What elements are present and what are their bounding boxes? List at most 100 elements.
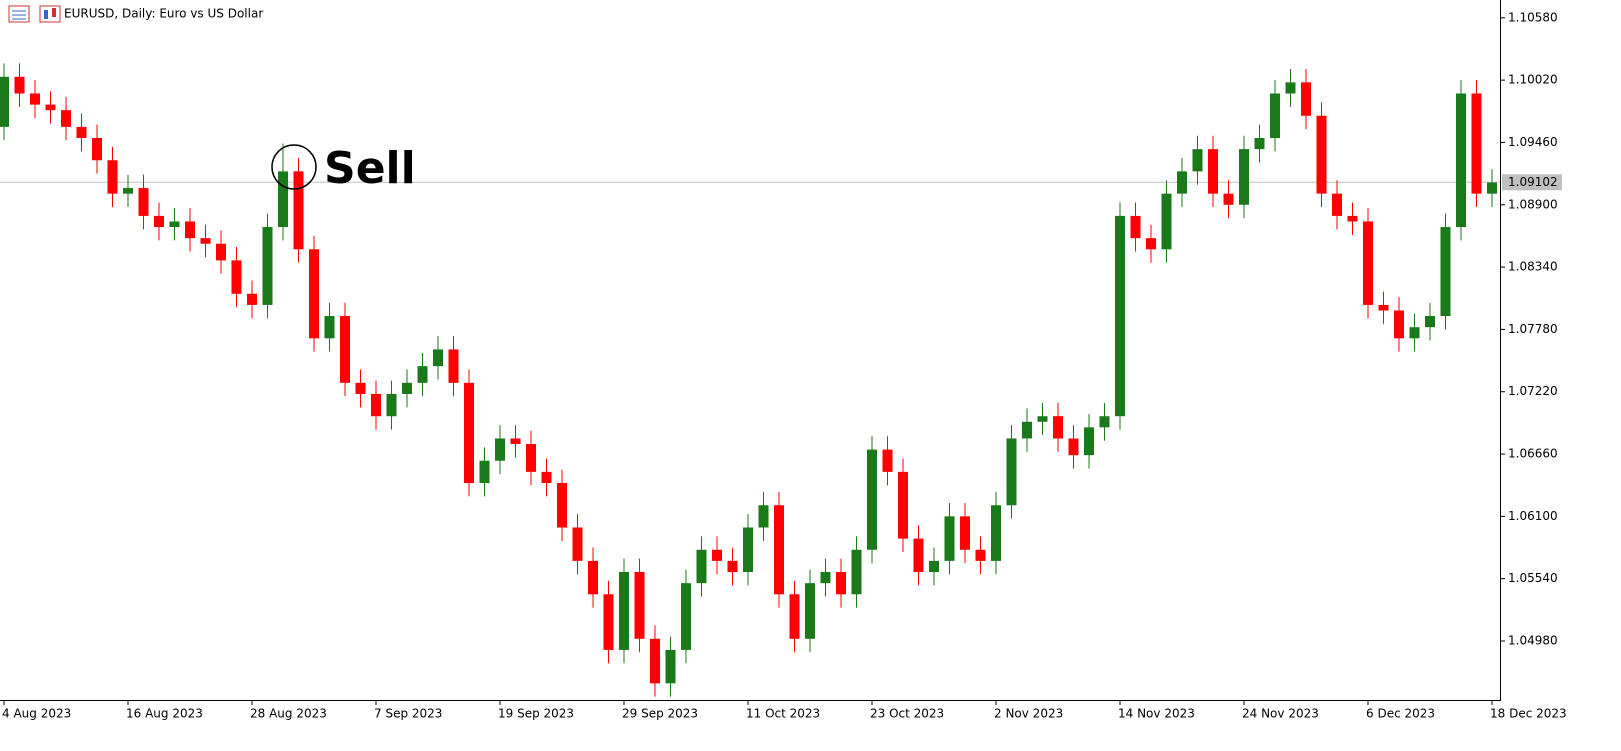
candle-body [1068,438,1079,456]
candle-body [14,76,25,94]
candle-body [526,444,536,472]
x-tick-label: 16 Aug 2023 [126,707,203,721]
candle-body [712,549,722,561]
candle-body [433,349,443,367]
icon [52,8,56,17]
candle-body [185,221,195,239]
candle-body [293,171,304,250]
candle-body [1084,427,1094,456]
x-tick-label: 6 Dec 2023 [1366,707,1435,721]
candle-body [1208,149,1218,194]
candle-body [1487,182,1497,194]
candle-body [1347,215,1358,222]
candle-body [1378,304,1389,311]
candle-body [1425,316,1435,328]
annotation: Sell [324,143,416,194]
x-tick-label: 29 Sep 2023 [622,707,698,721]
candle-body [123,188,133,194]
candle-body [1177,171,1187,194]
candle-body [650,638,660,684]
candle-body [727,560,738,573]
candle-body [1332,193,1342,216]
candle-body [619,572,629,650]
candle-body [1022,421,1032,439]
candle-body [216,243,226,261]
candle-body [417,366,428,383]
candle-body [789,594,800,639]
candle-body [1223,193,1234,205]
candle-body [309,249,319,339]
candle-body [882,449,893,472]
candle-body [324,316,335,339]
candle-body [836,572,846,595]
candle-body [1409,327,1420,339]
candle-body [944,516,955,561]
candle-body [154,215,164,228]
y-tick-label: 1.08900 [1508,197,1558,211]
candle-body [665,649,676,684]
candle-body [76,126,87,138]
candle-body [1146,238,1156,250]
candle-body [1130,215,1141,239]
candle-body [1161,193,1172,250]
header-icons [8,5,61,23]
candle-body [355,382,366,394]
y-tick-label: 1.07780 [1508,322,1558,336]
current-price-label: 1.09102 [1508,175,1558,189]
y-tick-label: 1.08340 [1508,260,1558,274]
candle-body [1006,438,1017,506]
y-tick-label: 1.06660 [1508,447,1558,461]
candle-body [510,438,521,445]
candle-body [1099,416,1110,428]
candle-body [169,221,180,228]
plot-area [0,63,1500,697]
x-tick-label: 14 Nov 2023 [1118,707,1195,721]
x-tick-label: 18 Dec 2023 [1490,707,1567,721]
candle-body [386,393,397,417]
candle-body [1316,115,1327,194]
candle-body [247,293,257,305]
candle-body [1192,149,1203,172]
candle-body [696,549,707,584]
candle-body [820,572,831,584]
candle-body [1394,310,1404,339]
candle-body [1270,93,1280,138]
candle-body [743,527,753,573]
candle-body [975,549,986,561]
candle-body [1440,227,1451,317]
x-tick-label: 23 Oct 2023 [870,707,944,721]
icon [8,5,30,23]
candle-body [867,449,877,550]
y-tick-label: 1.04980 [1508,634,1558,648]
candle-body [774,505,784,595]
candle-body [681,583,691,650]
chart-title: EURUSD, Daily: Euro vs US Dollar [64,7,263,21]
candle-body [913,538,924,573]
candle-body [200,238,211,244]
candle-body [479,460,490,483]
candle-body [1037,416,1048,422]
x-tick-label: 19 Sep 2023 [498,707,574,721]
candle-body [464,382,474,483]
candle-body [1053,416,1063,439]
candle-body [557,482,567,528]
x-tick-label: 28 Aug 2023 [250,707,327,721]
candle-body [1115,215,1125,417]
candle-body [851,549,862,595]
candle-body [588,560,598,595]
x-tick-label: 24 Nov 2023 [1242,707,1319,721]
candle-body [1471,93,1482,194]
x-tick-label: 2 Nov 2023 [994,707,1063,721]
candle-body [758,505,769,528]
y-tick-label: 1.10020 [1508,73,1558,87]
candle-body [1239,149,1249,205]
candle-body [0,76,9,127]
candle-body [960,516,970,550]
candle-body [634,572,645,639]
candle-body [30,93,40,105]
candle-body [340,316,350,383]
y-tick-label: 1.10580 [1508,10,1558,24]
x-tick-label: 11 Oct 2023 [746,707,820,721]
candle-body [61,110,71,127]
